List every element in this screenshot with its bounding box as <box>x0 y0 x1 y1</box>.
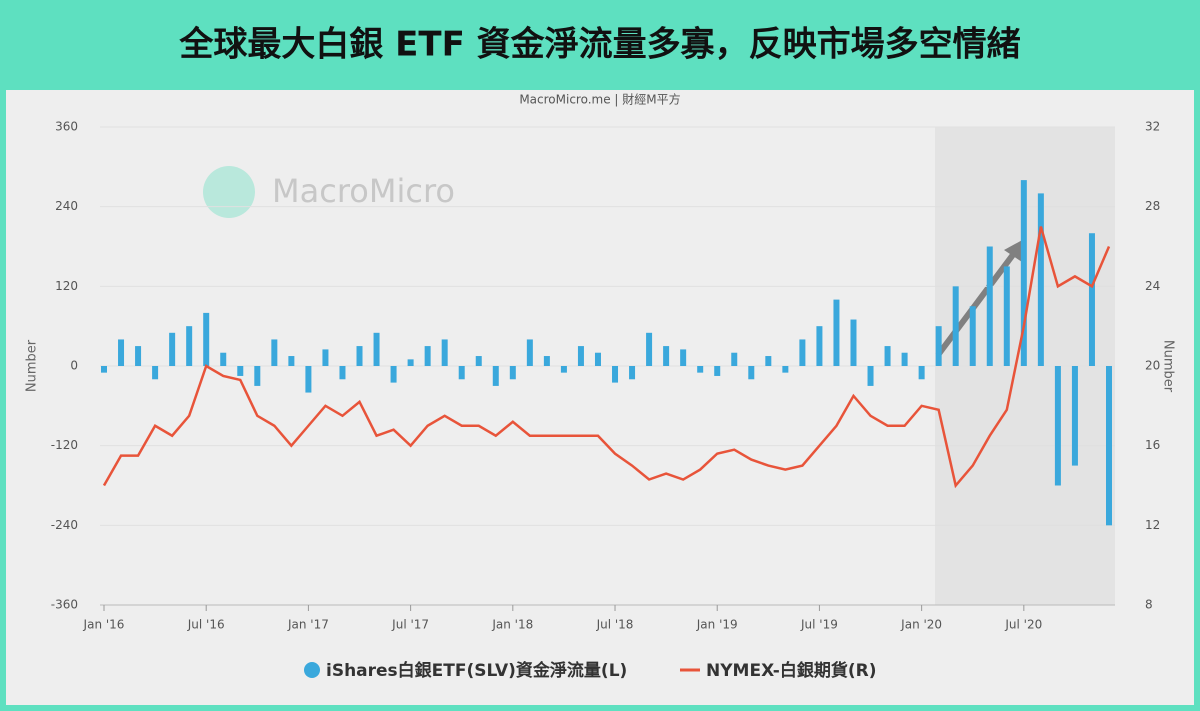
x-tick-label: Jan '17 <box>287 618 329 632</box>
bar <box>152 366 159 380</box>
bar <box>135 346 142 366</box>
bar <box>714 366 721 376</box>
page-title: 全球最大白銀 ETF 資金淨流量多寡，反映市場多空情緒 <box>178 25 1020 65</box>
x-tick-label: Jul '16 <box>187 618 225 632</box>
bar <box>305 366 312 393</box>
bar <box>594 352 601 366</box>
y2-tick-label: 20 <box>1145 359 1160 373</box>
bar <box>833 299 840 366</box>
bar <box>390 366 397 383</box>
bar <box>203 312 210 366</box>
bar <box>816 326 823 366</box>
bar <box>373 332 380 366</box>
bar <box>1020 180 1027 366</box>
y-tick-label: 0 <box>70 359 78 373</box>
y2-tick-label: 32 <box>1145 120 1160 134</box>
bar <box>765 356 772 366</box>
bar <box>901 352 908 366</box>
bar <box>731 352 738 366</box>
bar <box>237 366 244 376</box>
bar <box>526 339 533 366</box>
x-tick-label: Jul '18 <box>596 618 634 632</box>
bar <box>1054 366 1061 486</box>
bar <box>169 332 176 366</box>
x-tick-label: Jan '16 <box>83 618 125 632</box>
x-tick-label: Jan '18 <box>491 618 533 632</box>
y-tick-label: -360 <box>51 598 78 612</box>
bar <box>969 306 976 366</box>
bar <box>186 326 193 366</box>
bar <box>322 349 329 366</box>
bar <box>935 326 942 366</box>
bar <box>1071 366 1078 466</box>
bar <box>1037 193 1044 366</box>
line <box>102 226 1111 489</box>
y-tick-label: -240 <box>51 518 78 532</box>
x-tick-label: Jan '20 <box>900 618 942 632</box>
bar <box>509 366 516 380</box>
y2-tick-label: 28 <box>1145 199 1160 213</box>
x-tick-label: Jul '17 <box>391 618 429 632</box>
bar <box>220 352 227 366</box>
bar <box>918 366 925 380</box>
subtitle: MacroMicro.me | 財經M平方 <box>519 92 680 107</box>
y-tick-label: 360 <box>55 120 78 134</box>
plot: -360 -240 -120 0 120 240 360 8 12 16 20 24 28 32 Jan '… <box>51 120 1161 632</box>
bar <box>1088 233 1095 366</box>
bar <box>356 346 363 366</box>
bar <box>680 349 687 366</box>
bar <box>1106 366 1112 526</box>
bar <box>339 366 346 380</box>
bar <box>646 332 653 366</box>
y-axis-title: Number <box>25 339 40 392</box>
y-tick-label: 120 <box>55 279 78 293</box>
bar <box>560 366 567 373</box>
bar <box>850 319 857 366</box>
arrow-head <box>1004 238 1026 262</box>
bar <box>407 359 414 366</box>
bar <box>475 356 482 366</box>
bar <box>577 346 584 366</box>
bar <box>867 366 874 386</box>
bar <box>748 366 755 380</box>
x-tick-label: Jan '19 <box>696 618 738 632</box>
legend-label: NYMEX-白銀期貨(R) <box>706 660 876 681</box>
bar <box>1003 266 1010 366</box>
bar <box>101 366 107 373</box>
bar <box>799 339 806 366</box>
bar <box>271 339 278 366</box>
watermark: MacroMicro <box>272 172 455 210</box>
bar <box>441 339 448 366</box>
y2-tick-label: 8 <box>1145 598 1153 612</box>
bar <box>952 286 959 366</box>
bar <box>492 366 499 386</box>
bar <box>612 366 619 383</box>
bar <box>986 246 993 366</box>
bar <box>663 346 670 366</box>
legend-label: iShares白銀ETF(SLV)資金淨流量(L) <box>326 660 627 681</box>
y2-axis-title: Number <box>1161 340 1176 393</box>
bar <box>118 339 125 366</box>
y-tick-label: 240 <box>55 199 78 213</box>
bar <box>884 346 891 366</box>
annotation-arrow <box>935 246 1021 357</box>
logo <box>203 166 255 218</box>
y2-tick-label: 16 <box>1145 438 1160 452</box>
legend-marker <box>304 662 320 678</box>
bar <box>543 356 550 366</box>
bar <box>629 366 636 380</box>
bar <box>288 356 295 366</box>
y2-tick-label: 12 <box>1145 518 1160 532</box>
y-tick-label: -120 <box>51 438 78 452</box>
x-tick-label: Jul '19 <box>800 618 838 632</box>
bar <box>424 346 431 366</box>
bar <box>782 366 789 373</box>
bar <box>458 366 465 380</box>
bar <box>697 366 704 373</box>
y2-tick-label: 24 <box>1145 279 1160 293</box>
bar <box>254 366 261 386</box>
x-tick-label: Jul '20 <box>1004 618 1042 632</box>
